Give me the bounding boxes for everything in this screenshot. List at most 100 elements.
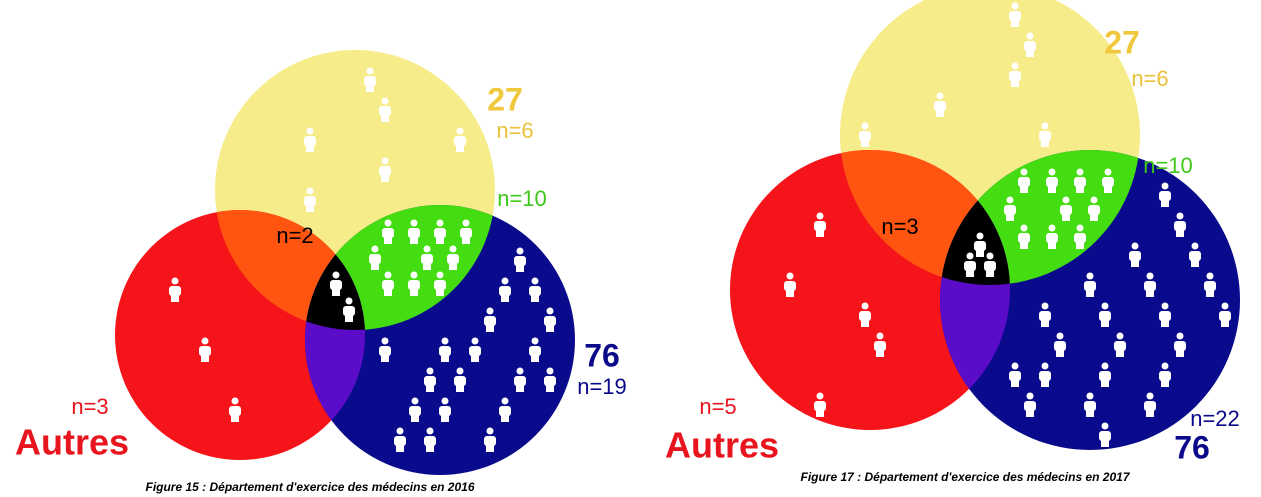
person-icon [529, 337, 541, 362]
set-label: 76 [584, 337, 620, 373]
person-icon [394, 427, 406, 452]
region-label: n=6 [1131, 66, 1168, 91]
person-icon [460, 219, 472, 244]
figure-caption: Figure 15 : Département d'exercice des m… [145, 480, 474, 494]
person-icon [784, 272, 796, 297]
person-icon [1129, 242, 1141, 267]
person-icon [1074, 168, 1086, 193]
person-icon [1004, 196, 1016, 221]
person-icon [514, 247, 526, 272]
person-icon [304, 127, 316, 152]
person-icon [1102, 168, 1114, 193]
person-icon [439, 397, 451, 422]
person-icon [169, 277, 181, 302]
person-icon [434, 271, 446, 296]
person-icon [1060, 196, 1072, 221]
person-icon [1074, 224, 1086, 249]
set-label: Autres [665, 425, 779, 466]
region-label: n=10 [497, 186, 547, 211]
person-icon [343, 297, 355, 322]
person-icon [1114, 332, 1126, 357]
region-label: n=2 [276, 223, 313, 248]
person-icon [408, 271, 420, 296]
region-label: n=10 [1143, 153, 1193, 178]
person-icon [369, 245, 381, 270]
set-label: 27 [1104, 24, 1140, 60]
person-icon [1159, 362, 1171, 387]
region-label: n=22 [1190, 406, 1240, 431]
person-icon [874, 332, 886, 357]
person-icon [1039, 362, 1051, 387]
person-icon [1174, 332, 1186, 357]
person-icon [434, 219, 446, 244]
person-icon [1054, 332, 1066, 357]
person-icon [859, 122, 871, 147]
intersect-yellow-blue [305, 205, 495, 330]
person-icon [330, 271, 342, 296]
person-icon [814, 392, 826, 417]
person-icon [304, 187, 316, 212]
person-icon [514, 367, 526, 392]
person-icon [1009, 62, 1021, 87]
person-icon [1144, 272, 1156, 297]
person-icon [469, 337, 481, 362]
person-icon [1046, 168, 1058, 193]
person-icon [1009, 362, 1021, 387]
person-icon [814, 212, 826, 237]
person-icon [499, 277, 511, 302]
set-label: 27 [487, 81, 523, 117]
person-icon [199, 337, 211, 362]
person-icon [408, 219, 420, 244]
person-icon [484, 307, 496, 332]
person-icon [1084, 272, 1096, 297]
person-icon [1099, 362, 1111, 387]
person-icon [1144, 392, 1156, 417]
person-icon [1088, 196, 1100, 221]
person-icon [1219, 302, 1231, 327]
person-icon [379, 157, 391, 182]
person-icon [484, 427, 496, 452]
person-icon [379, 97, 391, 122]
person-icon [364, 67, 376, 92]
intersect-yellow-blue [940, 150, 1140, 285]
person-icon [454, 127, 466, 152]
person-icon [1159, 302, 1171, 327]
person-icon [984, 252, 996, 277]
person-icon [974, 232, 986, 257]
person-icon [439, 337, 451, 362]
set-label: Autres [15, 422, 129, 463]
person-icon [544, 367, 556, 392]
person-icon [1018, 224, 1030, 249]
person-icon [1024, 392, 1036, 417]
person-icon [409, 397, 421, 422]
person-icon [1018, 168, 1030, 193]
person-icon [382, 271, 394, 296]
intersect-yellow-red [840, 150, 1010, 285]
person-icon [1189, 242, 1201, 267]
person-icon [859, 302, 871, 327]
figure-caption: Figure 17 : Département d'exercice des m… [800, 470, 1130, 484]
person-icon [229, 397, 241, 422]
person-icon [544, 307, 556, 332]
person-icon [1009, 2, 1021, 27]
person-icon [934, 92, 946, 117]
person-icon [1024, 32, 1036, 57]
person-icon [382, 219, 394, 244]
intersect-yellow-red [215, 210, 365, 330]
person-icon [529, 277, 541, 302]
person-icon [1099, 422, 1111, 447]
person-icon [424, 427, 436, 452]
set-label: 76 [1174, 429, 1210, 465]
person-icon [1039, 122, 1051, 147]
person-icon [379, 337, 391, 362]
person-icon [454, 367, 466, 392]
region-label: n=5 [699, 394, 736, 419]
person-icon [964, 252, 976, 277]
person-icon [1174, 212, 1186, 237]
person-icon [1046, 224, 1058, 249]
person-icon [1039, 302, 1051, 327]
person-icon [499, 397, 511, 422]
person-icon [447, 245, 459, 270]
region-label: n=19 [577, 374, 627, 399]
